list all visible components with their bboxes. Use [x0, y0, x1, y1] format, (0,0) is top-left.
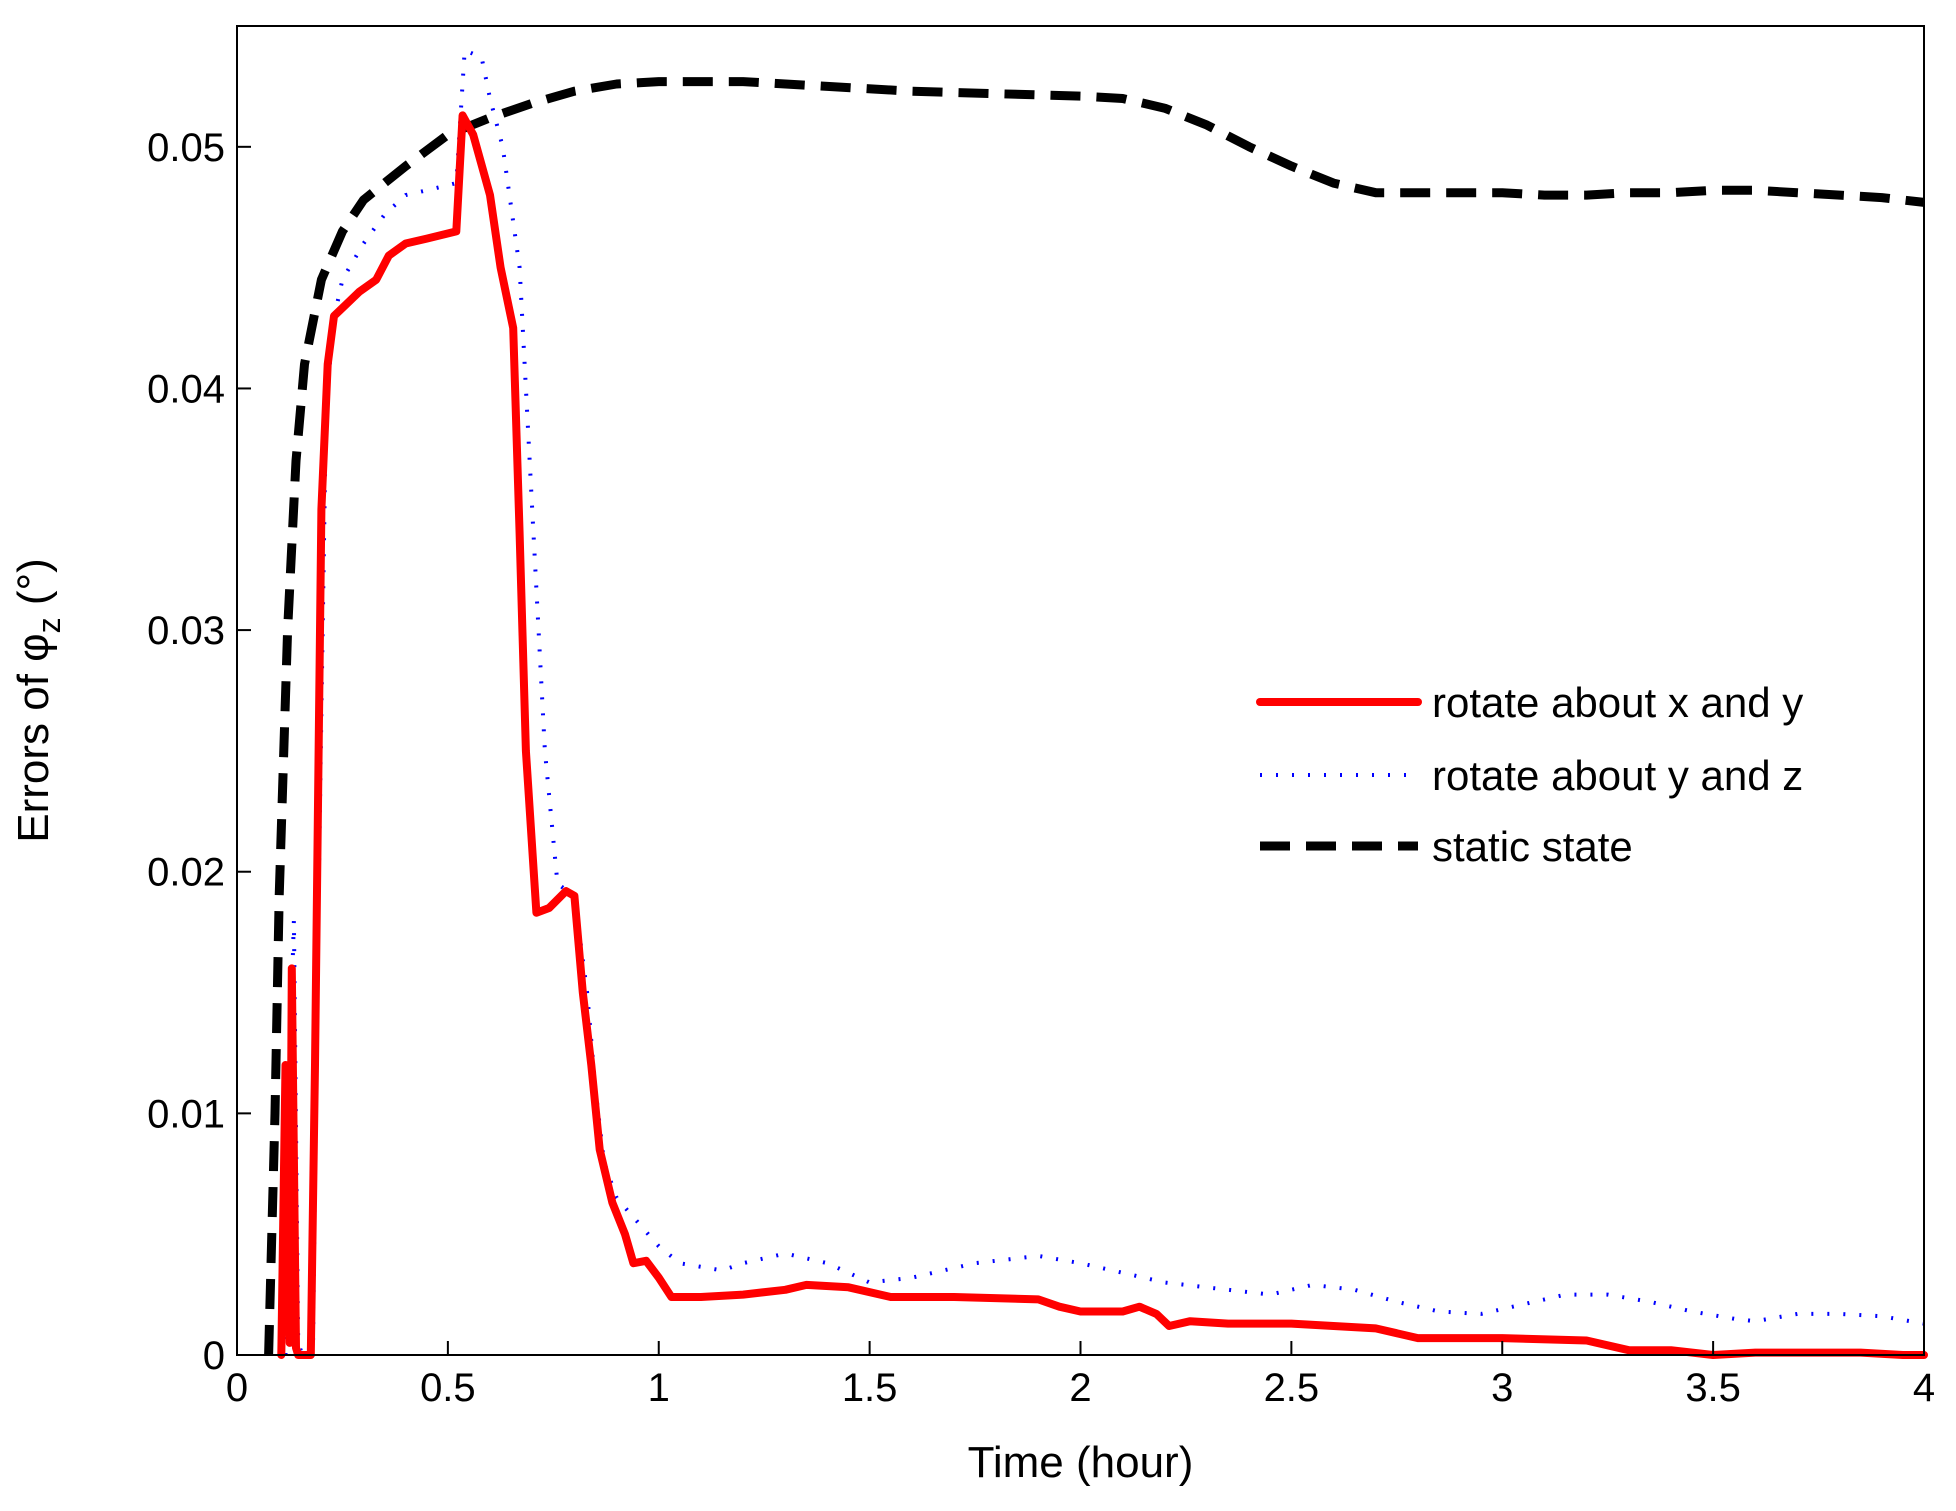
x-tick-label: 2.5	[1264, 1366, 1320, 1410]
series-line-rotate-xy	[277, 111, 1928, 1359]
x-tick-label: 4	[1913, 1366, 1935, 1410]
legend-label-rotate-xy: rotate about x and y	[1432, 679, 1803, 726]
axis-ticks: 0 0.5 1 1.5 2 2.5 3 3.5 4 0 0.01 0.02 0.03 0.04 0.05	[147, 126, 1935, 1410]
legend-label-static-state: static state	[1432, 823, 1633, 870]
x-tick-label: 3	[1491, 1366, 1513, 1410]
legend-label-rotate-yz: rotate about y and z	[1432, 752, 1803, 799]
x-tick-label: 0.5	[420, 1366, 476, 1410]
y-tick-label: 0.04	[147, 367, 225, 411]
y-axis-title-symbol: φ	[9, 633, 58, 662]
y-axis-title: Errors of φz (°)	[9, 558, 67, 843]
y-axis-title-subscript: z	[31, 617, 67, 633]
x-tick-label: 1	[648, 1366, 670, 1410]
y-tick-label: 0	[203, 1334, 225, 1378]
y-tick-label: 0.02	[147, 851, 225, 895]
y-tick-label: 0.01	[147, 1092, 225, 1136]
y-tick-label: 0.05	[147, 126, 225, 170]
series-line-static-state	[264, 77, 1925, 1356]
x-tick-label: 3.5	[1685, 1366, 1741, 1410]
x-axis-title: Time (hour)	[968, 1438, 1194, 1487]
y-axis-title-suffix: (°)	[9, 558, 58, 617]
x-tick-label: 1.5	[842, 1366, 898, 1410]
y-tick-label: 0.03	[147, 609, 225, 653]
plot-lines	[264, 48, 1928, 1359]
y-axis-title-prefix: Errors of	[9, 662, 58, 843]
x-tick-label: 0	[226, 1366, 248, 1410]
legend: rotate about x and y rotate about y and z…	[1256, 679, 1803, 870]
x-tick-label: 2	[1069, 1366, 1091, 1410]
